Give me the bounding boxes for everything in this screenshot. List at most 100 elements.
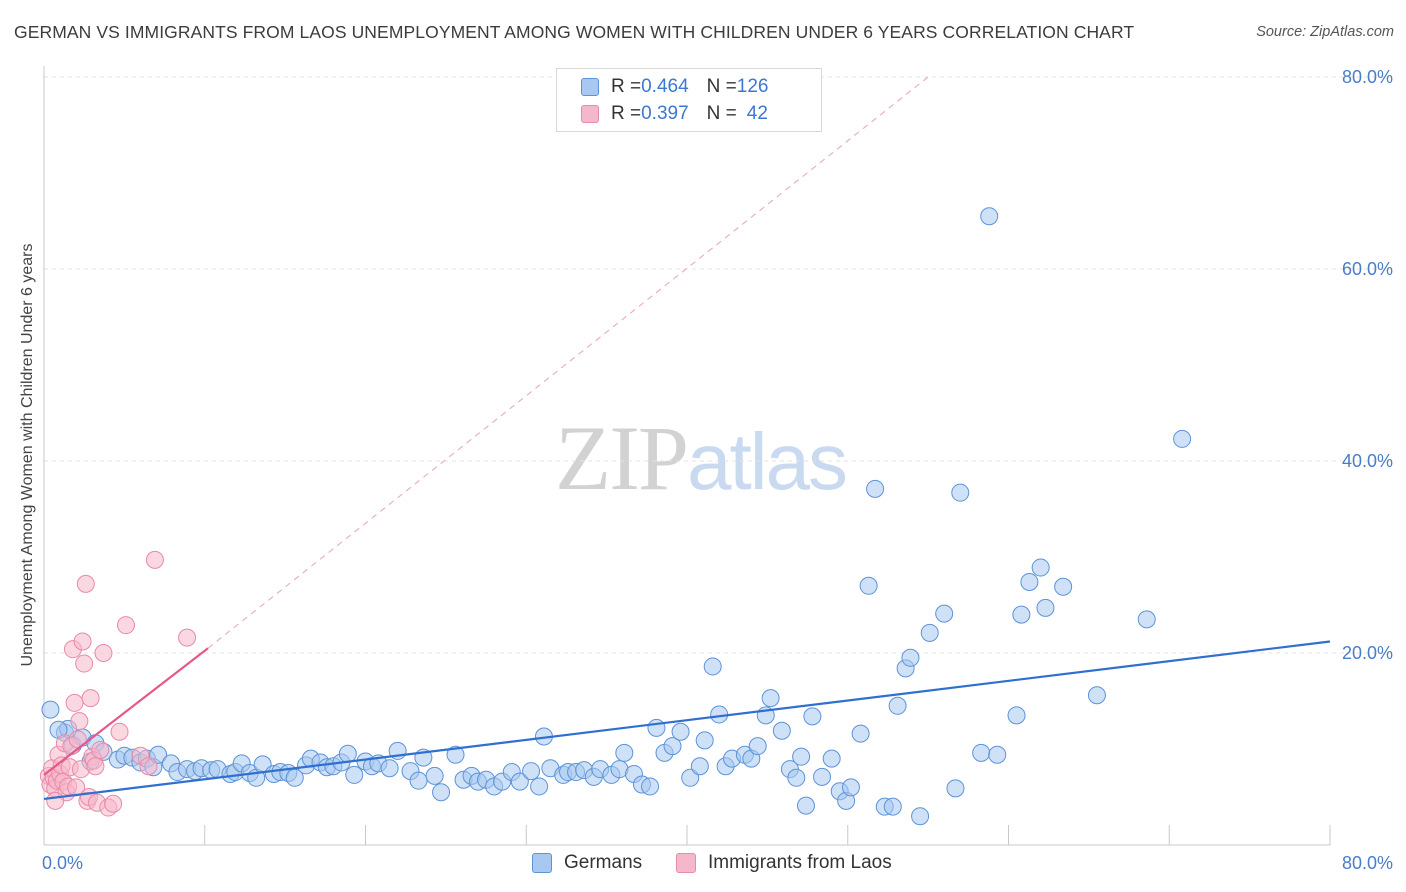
germans-point[interactable]	[409, 771, 428, 790]
germans-point[interactable]	[530, 777, 549, 796]
series-legend-label: Immigrants from Laos	[708, 852, 892, 873]
germans-point[interactable]	[803, 707, 822, 726]
legend-n-label: N =	[706, 76, 737, 97]
laos-trend-line	[43, 647, 209, 776]
germans-point[interactable]	[1087, 686, 1106, 705]
germans-point[interactable]	[888, 696, 907, 715]
germans-point[interactable]	[920, 623, 939, 642]
germans-point[interactable]	[935, 604, 954, 623]
germans-point[interactable]	[1031, 558, 1050, 577]
germans-point[interactable]	[911, 807, 930, 826]
series-legend-germans[interactable]: Germans	[532, 852, 642, 874]
series-legend-laos[interactable]: Immigrants from Laos	[676, 852, 892, 874]
germans-point[interactable]	[761, 689, 780, 708]
germans-point[interactable]	[1020, 572, 1039, 591]
legend-row-laos: R = 0.397 N = 42	[581, 102, 768, 126]
series-legend-label: Germans	[564, 852, 643, 873]
laos-point[interactable]	[86, 757, 105, 776]
chart-title: GERMAN VS IMMIGRANTS FROM LAOS UNEMPLOYM…	[14, 22, 1135, 42]
germans-point[interactable]	[851, 724, 870, 743]
laos-point[interactable]	[76, 574, 95, 593]
germans-point[interactable]	[149, 745, 168, 764]
y-tick-label: 20.0%	[1342, 643, 1393, 663]
y-tick-label: 80.0%	[1342, 67, 1393, 87]
laos-point[interactable]	[116, 616, 135, 635]
germans-point[interactable]	[380, 759, 399, 778]
laos-point[interactable]	[91, 740, 110, 759]
laos-trend-extension	[207, 76, 929, 649]
legend-swatch-laos	[581, 105, 599, 123]
germans-point[interactable]	[951, 483, 970, 502]
germans-point[interactable]	[1137, 610, 1156, 629]
legend-row-germans: R = 0.464 N = 126	[581, 75, 768, 99]
laos-point[interactable]	[145, 550, 164, 569]
laos-point[interactable]	[110, 722, 129, 741]
legend-swatch-germans	[581, 78, 599, 96]
germans-point[interactable]	[813, 767, 832, 786]
germans-point[interactable]	[425, 766, 444, 785]
germans-point[interactable]	[883, 797, 902, 816]
germans-point[interactable]	[859, 576, 878, 595]
watermark-zip: ZIP	[555, 407, 689, 509]
laos-point[interactable]	[139, 757, 158, 776]
germans-point[interactable]	[41, 700, 60, 719]
germans-point[interactable]	[748, 737, 767, 756]
germans-point[interactable]	[972, 743, 991, 762]
laos-point[interactable]	[178, 628, 197, 647]
germans-point[interactable]	[822, 749, 841, 768]
laos-point[interactable]	[70, 712, 89, 731]
germans-point[interactable]	[345, 765, 364, 784]
series-legend-swatch-laos	[676, 853, 696, 873]
laos-point[interactable]	[104, 794, 123, 813]
germans-point[interactable]	[1007, 706, 1026, 725]
legend-r-label: R =	[611, 103, 642, 124]
germans-point[interactable]	[841, 778, 860, 797]
laos-point[interactable]	[81, 689, 100, 708]
germans-point[interactable]	[647, 718, 666, 737]
germans-point[interactable]	[980, 207, 999, 226]
germans-point[interactable]	[695, 731, 714, 750]
germans-point[interactable]	[615, 743, 634, 762]
germans-point[interactable]	[866, 479, 885, 498]
germans-point[interactable]	[338, 744, 357, 763]
laos-point[interactable]	[65, 693, 84, 712]
legend-n-value: 126	[736, 76, 769, 97]
germans-point[interactable]	[641, 777, 660, 796]
germans-point[interactable]	[446, 745, 465, 764]
series-legend-swatch-germans	[532, 853, 552, 873]
laos-point[interactable]	[46, 791, 65, 810]
germans-point[interactable]	[792, 747, 811, 766]
germans-point[interactable]	[1173, 429, 1192, 448]
legend-r-label: R =	[611, 76, 642, 97]
germans-point[interactable]	[946, 779, 965, 798]
laos-point[interactable]	[73, 632, 92, 651]
source-label: Source: ZipAtlas.com	[1256, 24, 1394, 40]
legend-r-value: 0.464	[641, 76, 689, 97]
germans-point[interactable]	[510, 772, 529, 791]
germans-point[interactable]	[681, 768, 700, 787]
germans-point[interactable]	[787, 768, 806, 787]
germans-point[interactable]	[663, 737, 682, 756]
germans-point[interactable]	[703, 657, 722, 676]
x-tick-label: 80.0%	[1342, 853, 1393, 873]
laos-point[interactable]	[75, 654, 94, 673]
germans-point[interactable]	[671, 722, 690, 741]
germans-trend-line	[43, 640, 1331, 801]
germans-point[interactable]	[432, 783, 451, 802]
germans-point[interactable]	[988, 745, 1007, 764]
correlation-legend: R = 0.464 N = 126 R = 0.397 N = 42	[556, 68, 822, 132]
germans-point[interactable]	[901, 648, 920, 667]
germans-point[interactable]	[1036, 598, 1055, 617]
series-legend: Germans Immigrants from Laos	[0, 852, 1406, 876]
germans-point[interactable]	[796, 796, 815, 815]
x-tick-label: 0.0%	[42, 853, 83, 873]
legend-n-label: N =	[706, 103, 737, 124]
germans-point[interactable]	[772, 721, 791, 740]
y-tick-label: 60.0%	[1342, 259, 1393, 279]
germans-point[interactable]	[1054, 577, 1073, 596]
germans-point[interactable]	[690, 757, 709, 776]
germans-point[interactable]	[522, 762, 541, 781]
laos-point[interactable]	[94, 644, 113, 662]
germans-point[interactable]	[1012, 605, 1031, 624]
